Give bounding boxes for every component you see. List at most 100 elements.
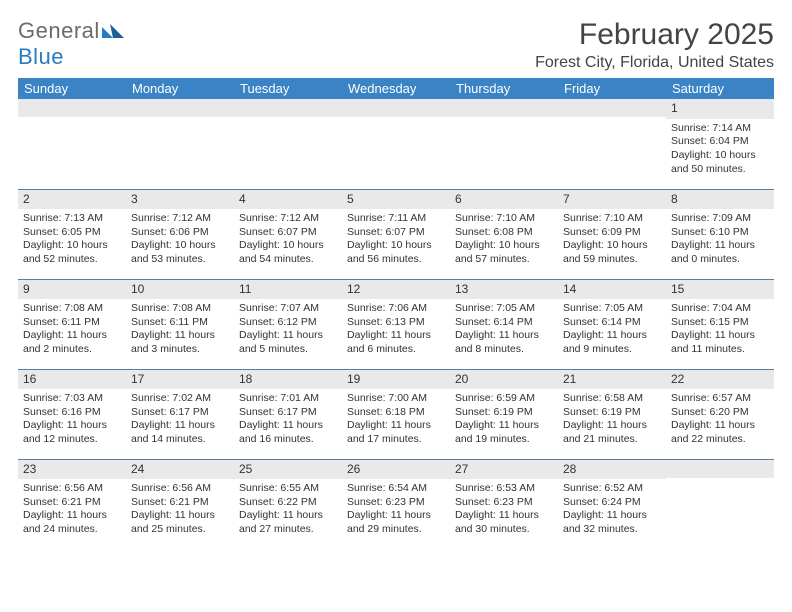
day-body: Sunrise: 7:09 AMSunset: 6:10 PMDaylight:… xyxy=(666,209,774,271)
calendar-day-cell: 1Sunrise: 7:14 AMSunset: 6:04 PMDaylight… xyxy=(666,99,774,189)
day-info-line: Sunset: 6:12 PM xyxy=(239,316,337,330)
day-info-line: Sunrise: 7:05 AM xyxy=(455,302,553,316)
day-info-line: Daylight: 11 hours and 32 minutes. xyxy=(563,509,661,536)
day-info-line: Daylight: 11 hours and 17 minutes. xyxy=(347,419,445,446)
brand-mark-icon xyxy=(102,22,124,43)
day-info-line: Daylight: 11 hours and 11 minutes. xyxy=(671,329,769,356)
day-info-line: Sunset: 6:21 PM xyxy=(131,496,229,510)
calendar-day-cell: 6Sunrise: 7:10 AMSunset: 6:08 PMDaylight… xyxy=(450,189,558,279)
calendar-empty-cell xyxy=(18,99,126,189)
day-info-line: Sunset: 6:17 PM xyxy=(239,406,337,420)
calendar-day-cell: 17Sunrise: 7:02 AMSunset: 6:17 PMDayligh… xyxy=(126,369,234,459)
calendar-day-cell: 18Sunrise: 7:01 AMSunset: 6:17 PMDayligh… xyxy=(234,369,342,459)
day-number: 6 xyxy=(450,190,558,210)
day-body: Sunrise: 6:56 AMSunset: 6:21 PMDaylight:… xyxy=(18,479,126,541)
calendar-day-cell: 10Sunrise: 7:08 AMSunset: 6:11 PMDayligh… xyxy=(126,279,234,369)
day-info-line: Sunrise: 7:10 AM xyxy=(563,212,661,226)
day-info-line: Daylight: 11 hours and 22 minutes. xyxy=(671,419,769,446)
day-info-line: Sunset: 6:13 PM xyxy=(347,316,445,330)
day-body: Sunrise: 6:52 AMSunset: 6:24 PMDaylight:… xyxy=(558,479,666,541)
calendar-day-cell: 16Sunrise: 7:03 AMSunset: 6:16 PMDayligh… xyxy=(18,369,126,459)
day-info-line: Sunrise: 7:10 AM xyxy=(455,212,553,226)
calendar-day-cell: 8Sunrise: 7:09 AMSunset: 6:10 PMDaylight… xyxy=(666,189,774,279)
calendar-day-cell: 23Sunrise: 6:56 AMSunset: 6:21 PMDayligh… xyxy=(18,459,126,549)
calendar-day-cell: 26Sunrise: 6:54 AMSunset: 6:23 PMDayligh… xyxy=(342,459,450,549)
day-number: 17 xyxy=(126,370,234,390)
day-info-line: Daylight: 11 hours and 19 minutes. xyxy=(455,419,553,446)
day-info-line: Daylight: 11 hours and 30 minutes. xyxy=(455,509,553,536)
day-number: 18 xyxy=(234,370,342,390)
title-block: February 2025 Forest City, Florida, Unit… xyxy=(535,18,774,72)
day-body: Sunrise: 6:57 AMSunset: 6:20 PMDaylight:… xyxy=(666,389,774,451)
day-info-line: Sunrise: 7:03 AM xyxy=(23,392,121,406)
day-info-line: Daylight: 11 hours and 21 minutes. xyxy=(563,419,661,446)
day-number: 25 xyxy=(234,460,342,480)
day-info-line: Sunset: 6:16 PM xyxy=(23,406,121,420)
title-location: Forest City, Florida, United States xyxy=(535,54,774,72)
day-info-line: Sunrise: 7:04 AM xyxy=(671,302,769,316)
day-info-line: Sunset: 6:08 PM xyxy=(455,226,553,240)
day-number: 23 xyxy=(18,460,126,480)
day-body xyxy=(558,117,666,124)
day-info-line: Daylight: 11 hours and 9 minutes. xyxy=(563,329,661,356)
day-info-line: Sunset: 6:05 PM xyxy=(23,226,121,240)
day-number: 20 xyxy=(450,370,558,390)
day-info-line: Sunrise: 7:01 AM xyxy=(239,392,337,406)
day-number: 12 xyxy=(342,280,450,300)
calendar-week-row: 1Sunrise: 7:14 AMSunset: 6:04 PMDaylight… xyxy=(18,99,774,189)
calendar-day-cell: 24Sunrise: 6:56 AMSunset: 6:21 PMDayligh… xyxy=(126,459,234,549)
day-info-line: Sunrise: 6:56 AM xyxy=(23,482,121,496)
day-info-line: Sunrise: 6:59 AM xyxy=(455,392,553,406)
day-info-line: Sunset: 6:07 PM xyxy=(239,226,337,240)
calendar-day-cell: 20Sunrise: 6:59 AMSunset: 6:19 PMDayligh… xyxy=(450,369,558,459)
day-number: 11 xyxy=(234,280,342,300)
calendar-empty-cell xyxy=(558,99,666,189)
brand-logo: General Blue xyxy=(18,18,124,70)
calendar-day-cell: 4Sunrise: 7:12 AMSunset: 6:07 PMDaylight… xyxy=(234,189,342,279)
day-info-line: Daylight: 11 hours and 6 minutes. xyxy=(347,329,445,356)
calendar-day-cell: 5Sunrise: 7:11 AMSunset: 6:07 PMDaylight… xyxy=(342,189,450,279)
calendar-day-cell: 13Sunrise: 7:05 AMSunset: 6:14 PMDayligh… xyxy=(450,279,558,369)
calendar-day-cell: 14Sunrise: 7:05 AMSunset: 6:14 PMDayligh… xyxy=(558,279,666,369)
day-body: Sunrise: 7:05 AMSunset: 6:14 PMDaylight:… xyxy=(558,299,666,361)
day-info-line: Daylight: 11 hours and 12 minutes. xyxy=(23,419,121,446)
weekday-sunday: Sunday xyxy=(18,78,126,99)
day-body: Sunrise: 7:10 AMSunset: 6:08 PMDaylight:… xyxy=(450,209,558,271)
day-info-line: Daylight: 11 hours and 0 minutes. xyxy=(671,239,769,266)
weekday-tuesday: Tuesday xyxy=(234,78,342,99)
day-info-line: Daylight: 10 hours and 50 minutes. xyxy=(671,149,769,176)
day-body: Sunrise: 7:07 AMSunset: 6:12 PMDaylight:… xyxy=(234,299,342,361)
day-number: 2 xyxy=(18,190,126,210)
calendar-empty-cell xyxy=(234,99,342,189)
day-number: 3 xyxy=(126,190,234,210)
weekday-saturday: Saturday xyxy=(666,78,774,99)
day-info-line: Daylight: 10 hours and 57 minutes. xyxy=(455,239,553,266)
calendar-empty-cell xyxy=(450,99,558,189)
day-info-line: Sunrise: 7:12 AM xyxy=(239,212,337,226)
day-body: Sunrise: 6:55 AMSunset: 6:22 PMDaylight:… xyxy=(234,479,342,541)
day-info-line: Daylight: 11 hours and 5 minutes. xyxy=(239,329,337,356)
day-number: 14 xyxy=(558,280,666,300)
calendar-day-cell: 7Sunrise: 7:10 AMSunset: 6:09 PMDaylight… xyxy=(558,189,666,279)
day-body xyxy=(234,117,342,124)
header: General Blue February 2025 Forest City, … xyxy=(18,18,774,72)
day-info-line: Daylight: 10 hours and 52 minutes. xyxy=(23,239,121,266)
day-number xyxy=(18,99,126,117)
day-info-line: Daylight: 11 hours and 27 minutes. xyxy=(239,509,337,536)
day-info-line: Sunset: 6:14 PM xyxy=(563,316,661,330)
day-body: Sunrise: 7:06 AMSunset: 6:13 PMDaylight:… xyxy=(342,299,450,361)
day-number: 10 xyxy=(126,280,234,300)
day-info-line: Sunset: 6:15 PM xyxy=(671,316,769,330)
day-body: Sunrise: 7:01 AMSunset: 6:17 PMDaylight:… xyxy=(234,389,342,451)
day-number: 13 xyxy=(450,280,558,300)
day-body: Sunrise: 7:14 AMSunset: 6:04 PMDaylight:… xyxy=(666,119,774,181)
day-info-line: Daylight: 11 hours and 29 minutes. xyxy=(347,509,445,536)
day-info-line: Sunrise: 7:09 AM xyxy=(671,212,769,226)
day-info-line: Sunset: 6:22 PM xyxy=(239,496,337,510)
day-info-line: Sunset: 6:09 PM xyxy=(563,226,661,240)
day-number: 26 xyxy=(342,460,450,480)
day-info-line: Sunset: 6:11 PM xyxy=(23,316,121,330)
day-info-line: Sunset: 6:17 PM xyxy=(131,406,229,420)
day-body: Sunrise: 7:08 AMSunset: 6:11 PMDaylight:… xyxy=(18,299,126,361)
calendar-day-cell: 28Sunrise: 6:52 AMSunset: 6:24 PMDayligh… xyxy=(558,459,666,549)
